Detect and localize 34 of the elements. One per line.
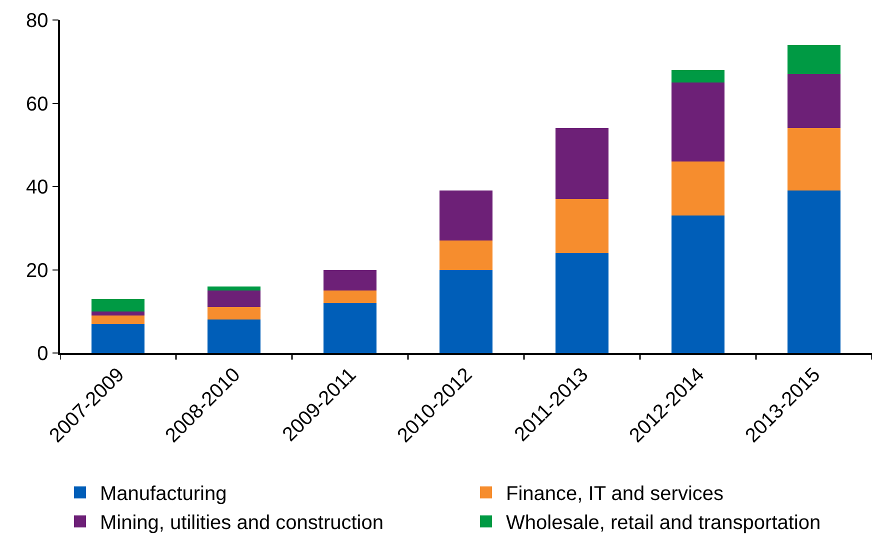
bar (787, 74, 841, 128)
bar (207, 286, 261, 291)
bar (671, 82, 725, 162)
bar (555, 253, 609, 353)
y-tick-label: 40 (26, 176, 48, 198)
bar (207, 290, 261, 308)
bar (207, 307, 261, 320)
bar (555, 198, 609, 254)
bar (671, 216, 725, 353)
bar (671, 70, 725, 82)
bar (439, 270, 493, 353)
bar (207, 320, 261, 353)
bar (555, 128, 609, 199)
bar (787, 44, 841, 74)
bar (787, 190, 841, 353)
bar (91, 316, 145, 324)
bar (323, 303, 377, 353)
bar (91, 298, 145, 312)
bar (323, 290, 377, 304)
legend-label: Wholesale, retail and transportation (506, 512, 821, 534)
y-tick-label: 20 (26, 260, 48, 282)
y-tick-label: 60 (26, 93, 48, 116)
bar (91, 324, 145, 353)
legend-label: Mining, utilities and construction (100, 512, 384, 534)
bar (439, 240, 493, 270)
bar (91, 311, 145, 316)
bar (787, 128, 841, 191)
bar (323, 270, 377, 291)
bar (439, 190, 493, 241)
y-tick-label: 80 (26, 10, 48, 32)
bar (671, 162, 725, 216)
y-tick-label: 0 (37, 343, 48, 365)
legend-label: Finance, IT and services (506, 483, 724, 506)
legend-label: Manufacturing (100, 483, 227, 506)
